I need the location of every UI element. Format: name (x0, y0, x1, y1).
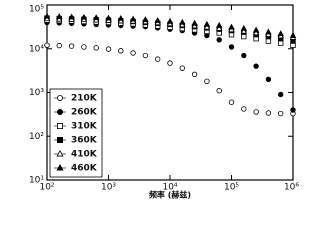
marker (142, 16, 149, 22)
marker (81, 44, 87, 50)
marker (216, 37, 222, 43)
legend-label: 310K (71, 122, 98, 132)
marker (265, 38, 272, 44)
marker (179, 18, 186, 25)
marker (241, 33, 247, 40)
y-tick-label: 10⁵ (29, 5, 44, 15)
marker (277, 110, 284, 117)
marker (166, 17, 174, 24)
marker (277, 40, 284, 46)
marker (241, 106, 247, 112)
marker (265, 76, 272, 83)
marker (56, 13, 63, 19)
legend-label: 210K (71, 94, 98, 104)
marker (215, 21, 223, 28)
legend-label: 410K (71, 150, 98, 160)
marker (43, 12, 51, 19)
marker (216, 87, 222, 94)
marker (179, 65, 186, 71)
legend-label: 460K (71, 164, 98, 174)
marker (203, 23, 211, 30)
marker (80, 13, 88, 20)
marker (154, 17, 161, 23)
marker (68, 13, 75, 20)
marker (228, 23, 235, 30)
y-tick-label: 10³ (29, 88, 44, 98)
marker (155, 56, 161, 62)
marker (191, 71, 198, 78)
x-tick-label: 10⁵ (224, 183, 239, 193)
y-tick-label: 10⁴ (29, 44, 44, 54)
marker (240, 27, 248, 34)
marker (215, 24, 223, 31)
chart: 频率 (赫兹) 10² 10³ 10⁴ 10⁵ 10⁶10¹10²10³10⁴10⁵21… (29, 4, 299, 200)
x-tick-label: 10² (39, 183, 54, 193)
marker (277, 91, 284, 98)
marker (265, 28, 272, 35)
marker (57, 123, 64, 130)
legend-box (49, 88, 103, 178)
x-axis-title: 频率 (赫兹) (149, 190, 191, 200)
marker (57, 109, 64, 116)
marker (105, 14, 112, 21)
x-tick-label: 10⁶ (284, 183, 299, 193)
marker (56, 42, 62, 49)
marker (56, 164, 64, 171)
marker (44, 42, 50, 48)
marker (290, 107, 296, 113)
marker (203, 20, 211, 27)
page: {"chart_data": {"type": "scatter", "xlab… (28, 4, 300, 200)
marker (228, 99, 235, 105)
marker (240, 24, 248, 31)
marker (117, 14, 125, 21)
marker (265, 110, 272, 116)
marker (167, 60, 173, 66)
marker (92, 14, 100, 21)
marker (105, 46, 112, 52)
marker (289, 31, 297, 38)
x-tick-label: 10³ (101, 183, 116, 193)
marker (56, 150, 64, 157)
marker (57, 95, 64, 102)
marker (129, 15, 137, 22)
marker (93, 45, 99, 51)
marker (204, 78, 210, 85)
marker (142, 52, 149, 59)
legend-label: 360K (71, 136, 98, 146)
marker (130, 50, 136, 56)
marker (253, 63, 259, 69)
y-tick-label: 10¹ (29, 176, 44, 186)
x-tick-label: 10⁴ (162, 183, 177, 193)
legend-label: 260K (71, 108, 98, 118)
marker (277, 30, 284, 37)
marker (57, 136, 64, 143)
marker (228, 44, 235, 50)
marker (253, 109, 259, 115)
marker (68, 43, 75, 49)
marker (118, 48, 124, 54)
marker (252, 26, 260, 33)
marker (241, 52, 247, 59)
marker (191, 19, 198, 26)
y-tick-label: 10² (29, 132, 44, 142)
